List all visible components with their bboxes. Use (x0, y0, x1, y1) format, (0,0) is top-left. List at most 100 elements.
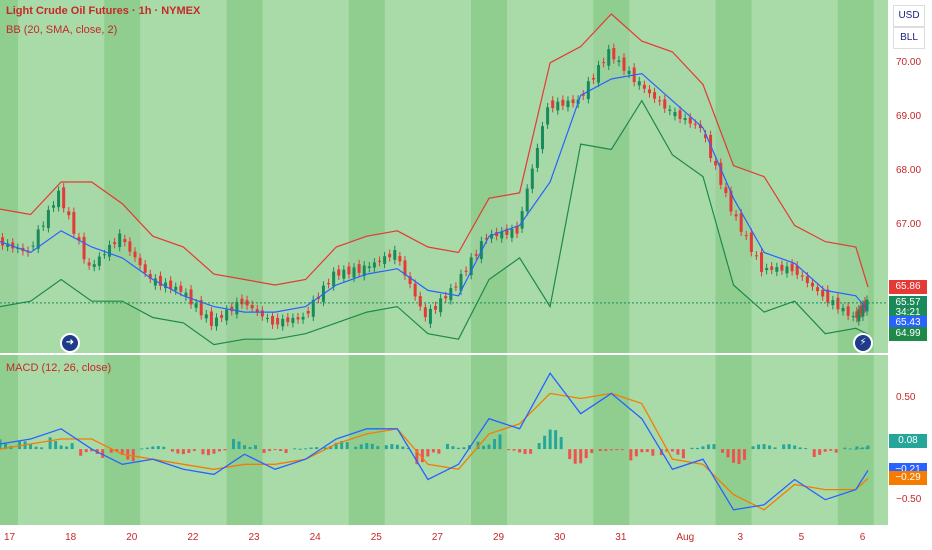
unit-bll-button[interactable]: BLL (893, 27, 925, 49)
macd-histogram-bar (115, 449, 119, 452)
macd-histogram-bar (354, 446, 358, 450)
candle-body (581, 94, 585, 96)
candle-body (724, 187, 728, 193)
candle-body (286, 317, 290, 323)
candle-body (383, 256, 387, 264)
candle-body (857, 309, 861, 322)
candle-body (571, 99, 575, 104)
candle-body (607, 49, 611, 66)
macd-histogram-bar (4, 442, 7, 450)
candle-body (102, 254, 106, 256)
macd-histogram-bar (365, 443, 369, 450)
lower-band-line (0, 99, 869, 346)
macd-indicator-label[interactable]: MACD (12, 26, close) (6, 362, 112, 374)
candle-body (525, 188, 529, 212)
macd-histogram-bar (762, 444, 766, 450)
candle-body (250, 305, 254, 309)
candle-body (865, 299, 869, 312)
candle-body (795, 265, 799, 275)
candle-body (87, 262, 91, 266)
macd-histogram-bar (248, 447, 252, 450)
candle-body (428, 308, 432, 324)
time-tick-label: 18 (65, 532, 77, 543)
macd-histogram-bar (262, 449, 266, 453)
candle-body (551, 100, 555, 109)
macd-histogram-bar (223, 449, 227, 451)
candle-body (347, 266, 351, 275)
currency-usd-button[interactable]: USD (893, 5, 925, 27)
candle-body (72, 211, 76, 234)
candle-body (719, 162, 723, 185)
candle-body (265, 318, 269, 320)
dividend-event-icon[interactable]: ➜ (60, 333, 80, 353)
symbol-title[interactable]: Light Crude Oil Futures · 1h · NYMEX (6, 5, 201, 17)
macd-badge: −0.29 (889, 471, 927, 486)
basis-line (0, 72, 869, 313)
macd-histogram-bar (401, 446, 405, 450)
macd-histogram-bar (54, 441, 58, 450)
lightning-event-icon[interactable]: ⚡ (853, 333, 873, 353)
candle-body (673, 111, 677, 117)
macd-histogram-bar (590, 449, 594, 454)
candle-body (51, 205, 55, 208)
bb-indicator-label[interactable]: BB (20, SMA, close, 2) (6, 24, 118, 36)
time-tick-label: 31 (615, 532, 627, 543)
macd-histogram-bar (866, 445, 870, 450)
candle-body (108, 244, 112, 257)
macd-histogram-bar (273, 449, 277, 451)
macd-histogram-bar (206, 449, 210, 456)
macd-histogram-bar (773, 447, 777, 450)
candle-body (153, 278, 157, 286)
macd-histogram-bar (554, 430, 558, 450)
candle-body (729, 190, 733, 212)
macd-histogram-bar (309, 447, 313, 450)
candle-body (846, 306, 850, 316)
candle-body (128, 241, 132, 252)
time-tick-label: 6 (859, 532, 866, 543)
candle-body (174, 286, 178, 291)
candle-body (113, 242, 117, 245)
macd-histogram-bar (181, 449, 185, 455)
price-axis-background (888, 0, 932, 550)
bollinger-band-fill (0, 14, 868, 345)
candle-body (591, 77, 595, 80)
macd-histogram-bar (431, 449, 435, 453)
candle-body (11, 242, 15, 249)
candle-body (647, 89, 651, 94)
candle-body (749, 232, 753, 253)
candle-body (41, 225, 45, 227)
candle-body (439, 298, 443, 313)
candle-body (214, 317, 218, 327)
macd-histogram-bar (823, 449, 827, 452)
macd-histogram-bar (48, 437, 52, 450)
candle-body (306, 310, 310, 314)
candle-body (6, 243, 10, 247)
macd-histogram-bar (359, 444, 363, 450)
candle-body (515, 225, 519, 234)
candle-body (164, 282, 168, 289)
candle-body (408, 276, 412, 284)
macd-histogram-bar (690, 447, 694, 450)
macd-histogram-bar (726, 449, 730, 458)
time-tick-label: 3 (737, 532, 744, 543)
macd-histogram-bar (518, 449, 522, 453)
macd-histogram-bar (787, 444, 791, 450)
macd-histogram-bar (59, 445, 63, 450)
macd-pane (0, 372, 870, 511)
time-tick-label: 5 (798, 532, 805, 543)
candle-body (469, 257, 473, 276)
candle-body (770, 266, 774, 270)
macd-histogram-bar (782, 444, 786, 450)
macd-histogram-bar (620, 449, 624, 451)
candle-body (556, 101, 560, 111)
candle-body (434, 306, 438, 310)
macd-histogram-bar (848, 448, 852, 450)
macd-histogram-bar (162, 446, 166, 450)
time-tick-label: 27 (431, 532, 443, 543)
candle-body (760, 252, 764, 272)
macd-histogram-bar (445, 443, 449, 450)
macd-histogram-bar (254, 445, 258, 450)
macd-histogram-bar (34, 446, 38, 450)
macd-histogram-bar (384, 445, 388, 450)
